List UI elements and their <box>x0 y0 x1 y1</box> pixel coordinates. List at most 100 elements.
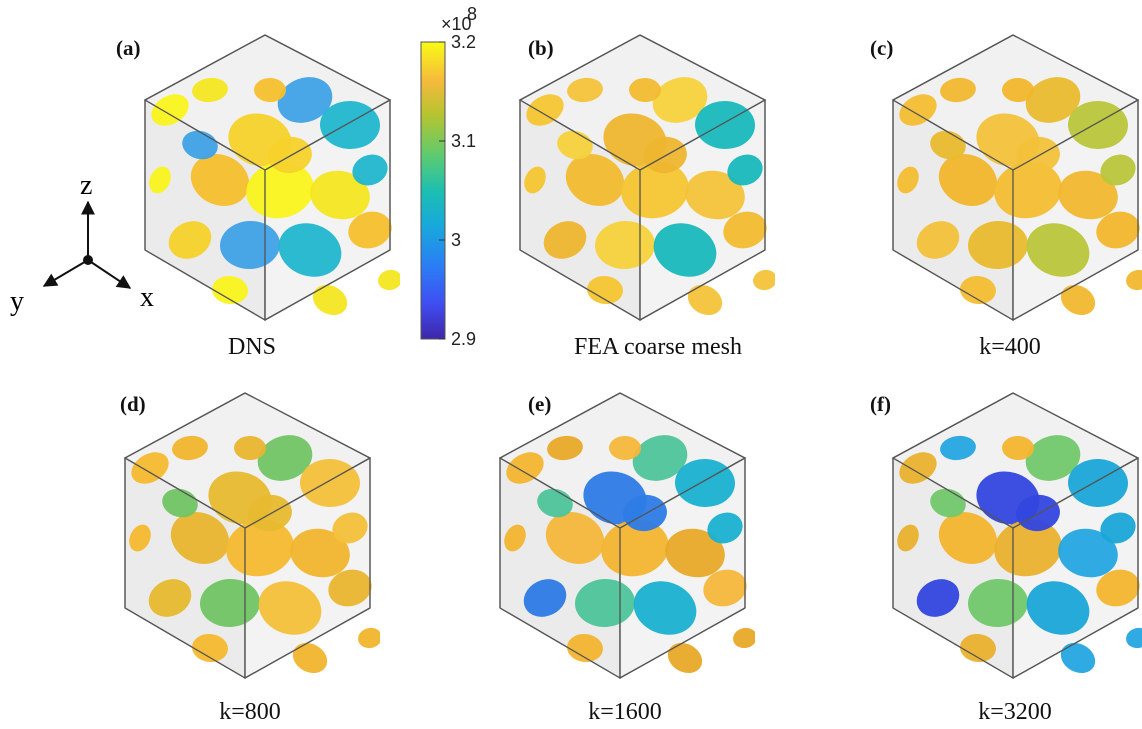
inclusion-blob <box>172 435 208 461</box>
cube-render-a <box>143 34 400 322</box>
inclusion-blob <box>994 161 1062 219</box>
inclusion-blob <box>1016 494 1060 532</box>
inclusion-blob <box>348 211 392 249</box>
inclusion-blob <box>278 223 342 277</box>
axis-x-label: x <box>140 282 154 313</box>
inclusion-blob <box>547 435 583 461</box>
inclusion-blob <box>352 154 388 186</box>
inclusion-blob <box>1002 435 1034 461</box>
inclusion-blob <box>506 452 544 484</box>
inclusion-blob <box>129 524 151 552</box>
inclusion-blob <box>545 512 605 564</box>
inclusion-blob <box>899 94 937 126</box>
colorbar-tick-label: 3.2 <box>451 32 476 52</box>
panel-caption-f: k=3200 <box>978 699 1052 725</box>
inclusion-blob <box>1096 211 1140 249</box>
inclusion-blob <box>675 458 735 508</box>
inclusion-blob <box>565 154 625 206</box>
panel-label-f: (f) <box>870 392 891 416</box>
inclusion-blob <box>567 77 603 103</box>
inclusion-blob <box>131 452 169 484</box>
inclusion-blob <box>899 452 937 484</box>
panel-caption-b: FEA coarse mesh <box>574 334 742 360</box>
inclusion-blob <box>190 154 250 206</box>
inclusion-blob <box>653 223 717 277</box>
inclusion-blob <box>1096 569 1140 607</box>
inclusion-blob <box>1100 512 1136 544</box>
inclusion-blob <box>1016 136 1060 174</box>
cube-render-c <box>891 34 1142 322</box>
inclusion-blob <box>1026 223 1090 277</box>
inclusion-blob <box>268 136 312 174</box>
inclusion-blob <box>192 633 228 663</box>
inclusion-blob <box>234 435 266 461</box>
inclusion-blob <box>246 161 314 219</box>
inclusion-blob <box>300 458 360 508</box>
inclusion-blob <box>940 435 976 461</box>
colorbar-tick-label: 3 <box>451 230 461 250</box>
inclusion-blob <box>524 166 546 194</box>
inclusion-blob <box>226 519 294 577</box>
inclusion-blob <box>723 211 767 249</box>
inclusion-blob <box>1068 458 1128 508</box>
inclusion-blob <box>1068 100 1128 150</box>
inclusion-blob <box>1025 435 1081 481</box>
inclusion-blob <box>312 284 348 316</box>
panel-caption-d: k=800 <box>219 699 281 725</box>
axis-y-label: y <box>10 286 24 317</box>
cube-render-b <box>518 34 775 322</box>
panel-label-d: (d) <box>120 392 146 416</box>
inclusion-blob <box>609 435 641 461</box>
panel-caption-a: DNS <box>227 334 277 360</box>
inclusion-blob <box>254 77 286 103</box>
inclusion-blob <box>358 627 380 649</box>
inclusion-blob <box>332 512 368 544</box>
inclusion-blob <box>1026 581 1090 635</box>
inclusion-blob <box>1002 77 1034 103</box>
inclusion-blob <box>1100 154 1136 186</box>
panel-label-b: (b) <box>528 36 554 60</box>
inclusion-blob <box>687 284 723 316</box>
panel-label-a: (a) <box>116 36 141 60</box>
inclusion-blob <box>685 170 745 220</box>
colorbar: ×10 8 3.2 3.1 3 2.9 <box>420 4 477 349</box>
inclusion-blob <box>707 512 743 544</box>
axis-z-label: z <box>80 170 92 201</box>
inclusion-blob <box>328 569 372 607</box>
inclusion-blob <box>378 269 400 291</box>
inclusion-blob <box>1058 170 1118 220</box>
inclusion-blob <box>960 275 996 305</box>
inclusion-blob <box>753 269 775 291</box>
inclusion-blob <box>504 524 526 552</box>
inclusion-blob <box>258 581 322 635</box>
inclusion-blob <box>643 136 687 174</box>
axes-triad: z x y <box>10 170 154 317</box>
inclusion-blob <box>1025 77 1081 123</box>
inclusion-blob <box>960 633 996 663</box>
inclusion-blob <box>277 77 333 123</box>
inclusion-blob <box>290 528 350 578</box>
inclusion-blob <box>1058 528 1118 578</box>
inclusion-blob <box>667 642 703 674</box>
inclusion-blob <box>320 100 380 150</box>
inclusion-blob <box>1126 627 1142 649</box>
inclusion-blob <box>212 275 248 305</box>
inclusion-blob <box>916 579 960 617</box>
inclusion-blob <box>632 435 688 481</box>
inclusion-blob <box>897 166 919 194</box>
inclusion-blob <box>526 94 564 126</box>
colorbar-tick-label: 2.9 <box>451 329 476 349</box>
inclusion-blob <box>567 633 603 663</box>
inclusion-blob <box>665 528 725 578</box>
panel-label-e: (e) <box>528 392 552 416</box>
inclusion-blob <box>938 154 998 206</box>
inclusion-blob <box>523 579 567 617</box>
inclusion-blob <box>168 221 212 259</box>
inclusion-blob <box>257 435 313 481</box>
cube-render-f <box>891 392 1142 680</box>
inclusion-blob <box>940 77 976 103</box>
panel-label-c: (c) <box>870 36 894 60</box>
inclusion-blob <box>916 221 960 259</box>
cube-render-e <box>498 392 755 680</box>
inclusion-blob <box>1060 642 1096 674</box>
